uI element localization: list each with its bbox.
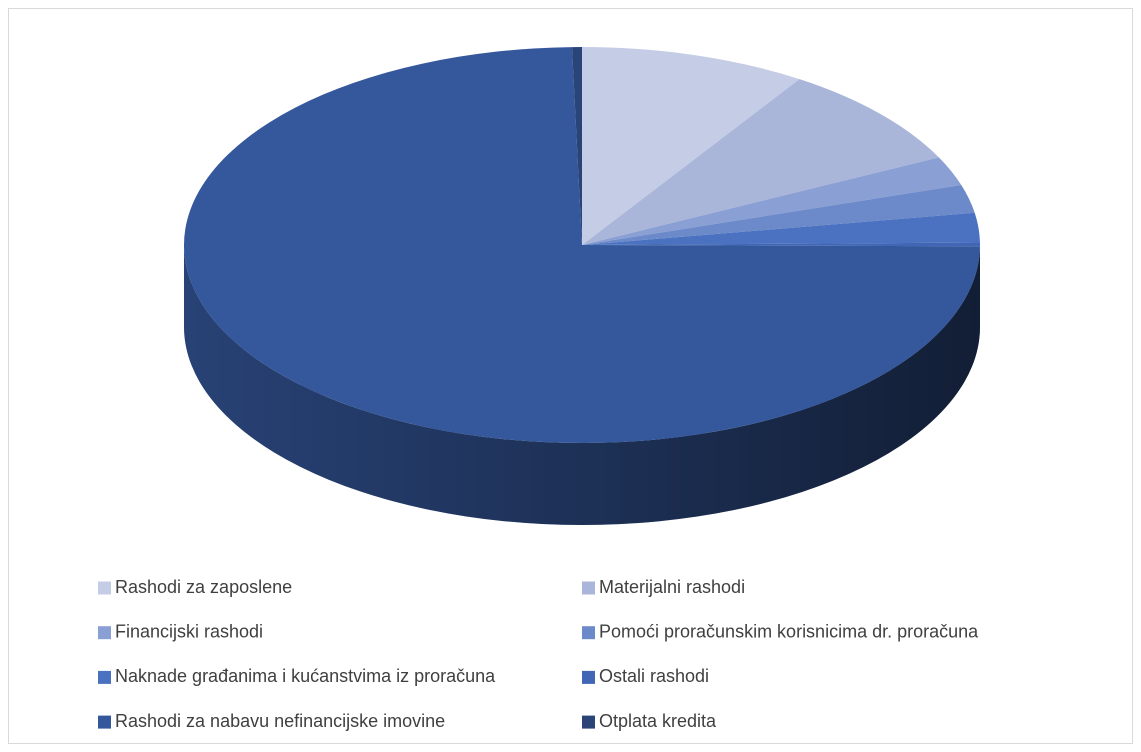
legend-swatch (98, 715, 111, 729)
side-shade (184, 245, 980, 525)
legend-swatch (582, 715, 595, 729)
legend-label: Pomoći proračunskim korisnicima dr. pror… (599, 621, 979, 641)
pie-slice (582, 184, 975, 245)
legend-swatch (582, 626, 595, 640)
legend-swatch (98, 626, 111, 640)
legend-swatch (582, 581, 595, 595)
legend-swatch (582, 670, 595, 684)
pie-slice (582, 242, 980, 247)
pie-slice (582, 47, 800, 245)
legend-label: Materijalni rashodi (599, 577, 745, 597)
pie-slice (582, 212, 980, 245)
legend-label: Naknade građanima i kućanstvima iz prora… (115, 666, 496, 686)
legend-swatch (98, 670, 111, 684)
pie-slice (183, 47, 980, 444)
pie-slice (582, 157, 962, 245)
legend-label: Rashodi za zaposlene (115, 577, 292, 597)
legend: Rashodi za zaposlene Materijalni rashodi F… (98, 577, 979, 731)
legend-label: Ostali rashodi (599, 666, 709, 686)
pie-slice (571, 47, 582, 245)
legend-swatch (98, 581, 111, 595)
legend-label: Rashodi za nabavu nefinancijske imovine (115, 711, 445, 731)
pie (183, 47, 980, 525)
legend-label: Otplata kredita (599, 711, 717, 731)
pie-slice (582, 79, 939, 245)
legend-label: Financijski rashodi (115, 621, 263, 641)
